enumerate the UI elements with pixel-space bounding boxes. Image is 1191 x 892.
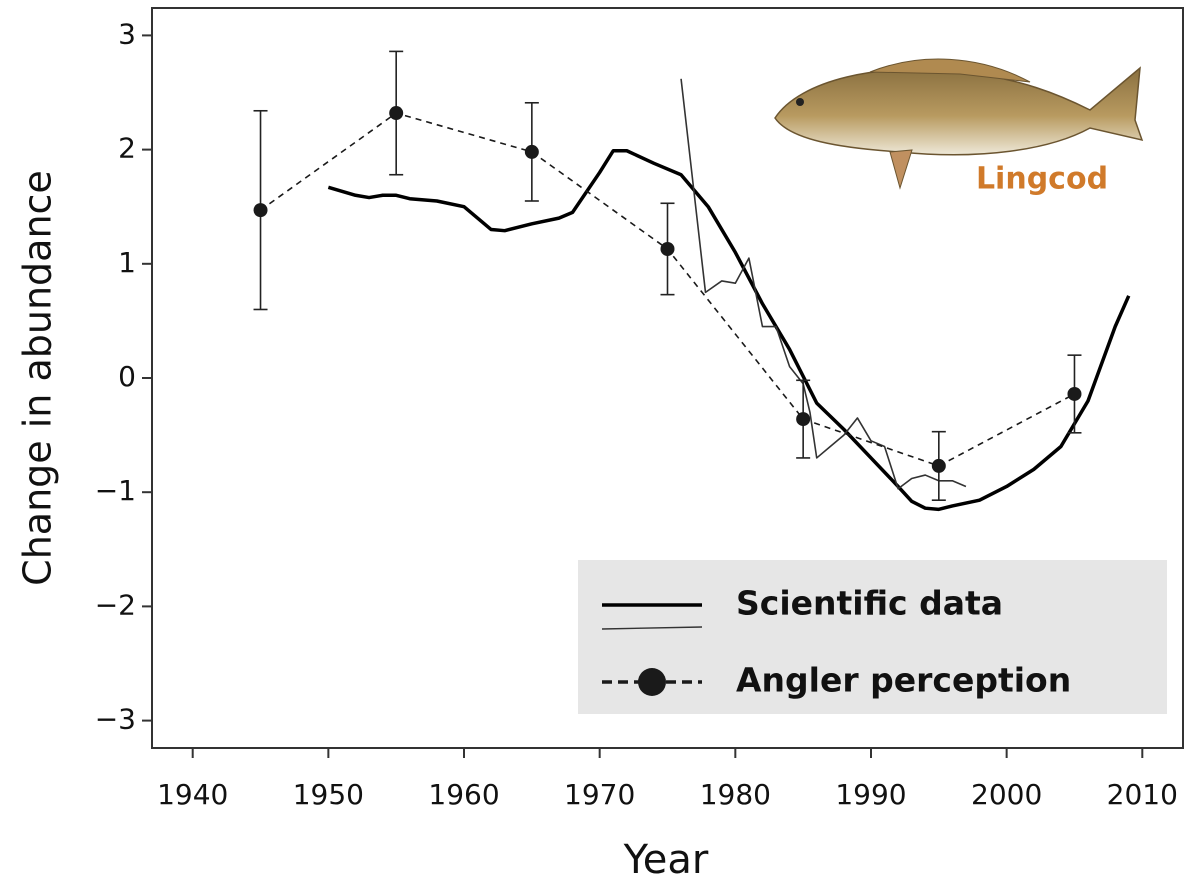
x-tick-label: 1980 (700, 778, 771, 811)
x-tick-label: 2000 (971, 778, 1042, 811)
y-tick-label: −3 (95, 703, 136, 736)
y-tick-label: −2 (95, 588, 136, 621)
legend-box (578, 560, 1167, 714)
y-tick-label: −1 (95, 474, 136, 507)
x-tick-label: 2010 (1107, 778, 1178, 811)
y-tick-label: 1 (118, 246, 136, 279)
marker (524, 144, 539, 159)
y-tick-label: 3 (118, 17, 136, 50)
x-tick-label: 1940 (157, 778, 228, 811)
marker (931, 458, 946, 473)
x-tick-label: 1990 (835, 778, 906, 811)
series-line (327, 148, 1131, 512)
legend-label: Scientific data (736, 584, 1003, 623)
fish-illustration (774, 58, 1144, 190)
marker (796, 412, 811, 427)
legend-label: Angler perception (736, 661, 1071, 700)
marker (660, 241, 675, 256)
marker (1067, 386, 1082, 401)
y-tick-label: 2 (118, 132, 136, 165)
y-axis-label: Change in abundance (16, 170, 60, 586)
legend-swatch (601, 626, 703, 630)
legend-marker (638, 668, 666, 696)
x-tick-label: 1950 (293, 778, 364, 811)
marker (389, 106, 404, 121)
x-tick-label: 1960 (428, 778, 499, 811)
series-line (680, 78, 967, 490)
x-axis-label: Year (623, 837, 709, 883)
x-tick-label: 1970 (564, 778, 635, 811)
marker (253, 203, 268, 218)
annotation: Lingcod (976, 162, 1108, 197)
y-tick-label: 0 (118, 360, 136, 393)
